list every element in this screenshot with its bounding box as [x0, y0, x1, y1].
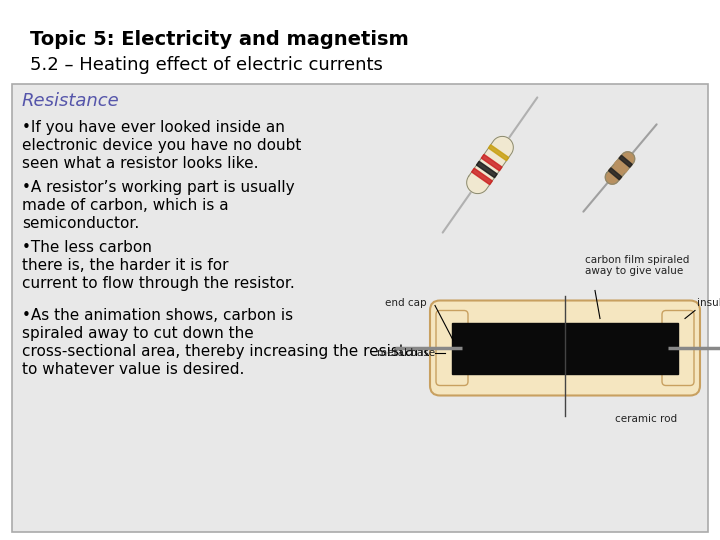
Text: metal base: metal base [377, 348, 435, 358]
Text: •The less carbon: •The less carbon [22, 240, 152, 255]
Text: current to flow through the resistor.: current to flow through the resistor. [22, 276, 294, 291]
Text: 5.2 – Heating effect of electric currents: 5.2 – Heating effect of electric current… [30, 56, 383, 74]
Text: ceramic rod: ceramic rod [615, 414, 677, 423]
Text: carbon film spiraled
away to give value: carbon film spiraled away to give value [585, 255, 689, 276]
Polygon shape [472, 168, 492, 185]
FancyBboxPatch shape [662, 310, 694, 386]
Polygon shape [615, 160, 628, 172]
Text: semiconductor.: semiconductor. [22, 216, 139, 231]
Text: end cap: end cap [385, 299, 427, 308]
Text: to whatever value is desired.: to whatever value is desired. [22, 362, 244, 377]
Text: there is, the harder it is for: there is, the harder it is for [22, 258, 228, 273]
Text: Resistance: Resistance [22, 92, 120, 110]
Polygon shape [477, 161, 497, 178]
Text: •If you have ever looked inside an: •If you have ever looked inside an [22, 120, 285, 135]
FancyBboxPatch shape [12, 84, 708, 532]
Polygon shape [488, 145, 509, 161]
Text: electronic device you have no doubt: electronic device you have no doubt [22, 138, 302, 153]
Polygon shape [606, 152, 635, 184]
Polygon shape [467, 137, 513, 194]
FancyBboxPatch shape [430, 300, 700, 395]
Text: insulating coating: insulating coating [697, 298, 720, 307]
Text: made of carbon, which is a: made of carbon, which is a [22, 198, 229, 213]
Bar [452, 322, 678, 374]
Text: seen what a resistor looks like.: seen what a resistor looks like. [22, 156, 258, 171]
Polygon shape [482, 154, 502, 171]
Text: •As the animation shows, carbon is: •As the animation shows, carbon is [22, 308, 293, 323]
Text: Topic 5: Electricity and magnetism: Topic 5: Electricity and magnetism [30, 30, 409, 49]
Polygon shape [619, 156, 632, 167]
Text: spiraled away to cut down the: spiraled away to cut down the [22, 326, 253, 341]
Text: •A resistor’s working part is usually: •A resistor’s working part is usually [22, 180, 294, 195]
FancyBboxPatch shape [436, 310, 468, 386]
Text: cross-sectional area, thereby increasing the resistance: cross-sectional area, thereby increasing… [22, 344, 442, 359]
Polygon shape [608, 168, 621, 180]
